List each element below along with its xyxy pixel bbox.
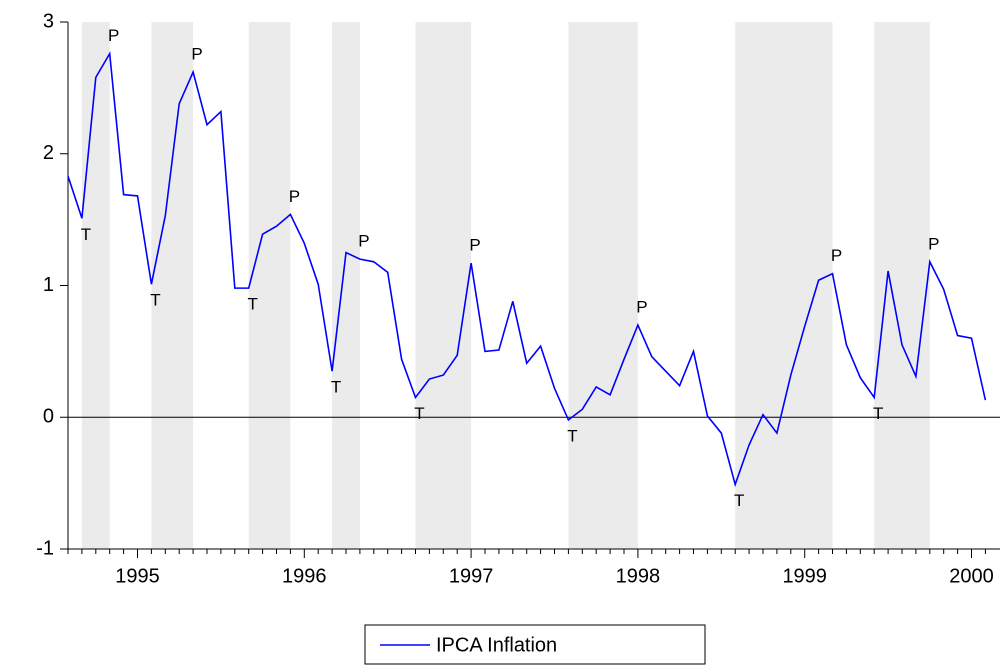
- turning-point-label: T: [150, 291, 160, 310]
- turning-point-label: P: [469, 236, 480, 255]
- y-tick-label: -1: [36, 537, 54, 559]
- expansion-band: [874, 22, 930, 549]
- turning-point-label: T: [248, 295, 258, 314]
- turning-point-label: P: [108, 26, 119, 45]
- turning-point-label: T: [873, 404, 883, 423]
- y-tick-label: 1: [43, 274, 54, 296]
- expansion-band: [332, 22, 360, 549]
- expansion-band: [151, 22, 194, 549]
- x-tick-label: 1998: [616, 565, 661, 587]
- legend-label: IPCA Inflation: [436, 634, 557, 656]
- turning-point-label: P: [289, 187, 300, 206]
- y-tick-label: 3: [43, 10, 54, 32]
- x-tick-label: 1995: [115, 565, 160, 587]
- turning-point-label: T: [567, 426, 577, 445]
- turning-point-label: P: [928, 234, 939, 253]
- expansion-band: [415, 22, 472, 549]
- x-tick-label: 2000: [949, 565, 994, 587]
- turning-point-label: P: [636, 298, 647, 317]
- expansion-band: [81, 22, 110, 549]
- expansion-band: [735, 22, 833, 549]
- turning-point-label: P: [191, 45, 202, 64]
- turning-point-label: P: [831, 246, 842, 265]
- turning-point-label: T: [734, 491, 744, 510]
- turning-point-label: T: [81, 225, 91, 244]
- y-tick-label: 2: [43, 142, 54, 164]
- x-tick-label: 1996: [282, 565, 327, 587]
- expansion-band: [248, 22, 291, 549]
- x-tick-label: 1997: [449, 565, 494, 587]
- series-line: [67, 51, 987, 488]
- turning-point-label: T: [331, 378, 341, 397]
- shading: [81, 22, 930, 549]
- y-tick-label: 0: [43, 406, 54, 428]
- turning-point-label: T: [414, 404, 424, 423]
- x-tick-label: 1999: [782, 565, 827, 587]
- turning-point-label: P: [358, 232, 369, 251]
- expansion-band: [568, 22, 638, 549]
